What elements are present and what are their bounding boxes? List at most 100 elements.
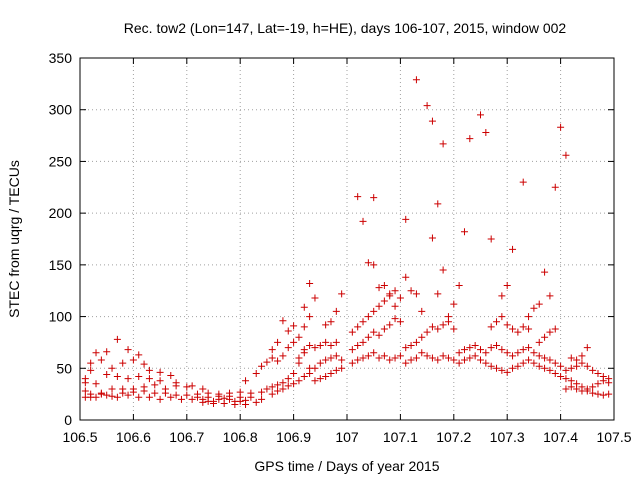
data-point	[92, 393, 100, 401]
data-point	[156, 395, 164, 403]
data-point	[103, 348, 111, 356]
data-point	[487, 344, 495, 352]
data-point	[434, 200, 442, 208]
data-point	[396, 318, 404, 326]
data-point	[242, 377, 250, 385]
data-point	[97, 356, 105, 364]
data-point	[380, 297, 388, 305]
y-tick-label: 0	[64, 412, 72, 428]
data-point	[466, 344, 474, 352]
data-point	[370, 307, 378, 315]
data-point	[322, 321, 330, 329]
data-point	[316, 342, 324, 350]
data-point	[332, 352, 340, 360]
data-point	[519, 178, 527, 186]
data-point	[375, 331, 383, 339]
data-point	[332, 366, 340, 374]
data-point	[583, 344, 591, 352]
data-point	[450, 356, 458, 364]
data-point	[92, 380, 100, 388]
data-point	[530, 359, 538, 367]
data-point	[519, 323, 527, 331]
data-point	[295, 333, 303, 341]
data-point	[498, 292, 506, 300]
data-point	[226, 392, 234, 400]
data-point	[231, 400, 239, 408]
data-point	[306, 279, 314, 287]
data-point	[573, 356, 581, 364]
data-point	[113, 393, 121, 401]
data-point	[396, 352, 404, 360]
data-point	[503, 349, 511, 357]
y-tick-label: 250	[49, 153, 73, 169]
data-point	[460, 346, 468, 354]
data-point	[525, 344, 533, 352]
x-tick-label: 106.7	[169, 429, 204, 445]
data-point	[546, 328, 554, 336]
data-point	[145, 375, 153, 383]
data-point	[322, 356, 330, 364]
data-point	[306, 342, 314, 350]
data-point	[247, 393, 255, 401]
data-point	[81, 387, 89, 395]
data-point	[129, 388, 137, 396]
data-point	[263, 385, 271, 393]
data-point	[380, 282, 388, 290]
data-point	[268, 346, 276, 354]
data-point	[103, 391, 111, 399]
data-point	[172, 391, 180, 399]
x-tick-label: 107.1	[383, 429, 418, 445]
x-tick-label: 106.6	[116, 429, 151, 445]
x-tick-label: 107.2	[436, 429, 471, 445]
data-point	[263, 358, 271, 366]
data-point	[113, 373, 121, 381]
data-point	[455, 282, 463, 290]
data-point	[268, 383, 276, 391]
data-point	[439, 321, 447, 329]
data-point	[290, 369, 298, 377]
data-point	[359, 318, 367, 326]
data-point	[525, 325, 533, 333]
data-point	[487, 362, 495, 370]
data-point	[284, 382, 292, 390]
x-tick-label: 107.5	[596, 429, 631, 445]
data-point	[541, 354, 549, 362]
data-point	[135, 393, 143, 401]
data-point	[573, 362, 581, 370]
data-point	[135, 351, 143, 359]
data-point	[557, 373, 565, 381]
data-point	[188, 395, 196, 403]
data-point	[316, 359, 324, 367]
data-point	[274, 381, 282, 389]
data-point	[482, 349, 490, 357]
data-point	[151, 389, 159, 397]
data-point	[509, 352, 517, 360]
data-point	[535, 338, 543, 346]
data-point	[450, 300, 458, 308]
data-point	[412, 354, 420, 362]
chart-title: Rec. tow2 (Lon=147, Lat=-19, h=HE), days…	[124, 20, 567, 36]
data-point	[338, 356, 346, 364]
x-tick-label: 107	[335, 429, 359, 445]
data-point	[332, 307, 340, 315]
data-point	[402, 344, 410, 352]
data-point	[567, 364, 575, 372]
data-point	[145, 366, 153, 374]
data-point	[252, 398, 260, 406]
data-point	[140, 387, 148, 395]
data-point	[135, 373, 143, 381]
data-point	[151, 381, 159, 389]
data-point	[108, 385, 116, 393]
data-point	[514, 328, 522, 336]
data-point	[434, 290, 442, 298]
data-point	[364, 259, 372, 267]
data-point	[551, 183, 559, 191]
data-point	[493, 318, 501, 326]
data-point	[391, 287, 399, 295]
data-point	[81, 393, 89, 401]
data-point	[364, 352, 372, 360]
data-point	[546, 292, 554, 300]
data-point	[428, 234, 436, 242]
data-point	[460, 228, 468, 236]
data-point	[455, 359, 463, 367]
